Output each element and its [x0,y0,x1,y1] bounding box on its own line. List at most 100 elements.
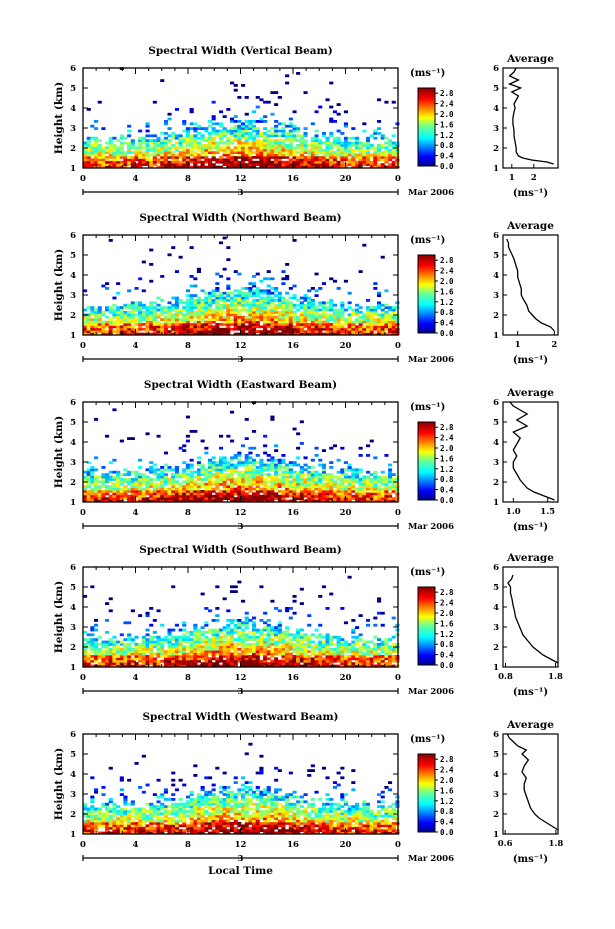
heatmap-cell [299,638,304,641]
heatmap-cell [237,148,242,152]
heatmap-cell [377,490,382,493]
colorbar-unit: (ms⁻¹) [410,68,445,79]
heatmap-cell [358,163,363,166]
heatmap-cell [281,473,286,476]
heatmap-cell [211,482,216,486]
heatmap-cell [101,466,106,469]
heatmap-cell [380,151,385,154]
heatmap-cell [303,311,308,314]
heatmap-cell [329,81,334,85]
heatmap-cell [347,332,352,336]
heatmap-cell [332,153,337,157]
heatmap-cell [255,132,260,135]
heatmap-cell [185,631,190,634]
heatmap-cell [116,664,121,668]
heatmap-cell [233,652,238,656]
heatmap-cell [105,619,110,622]
heatmap-cell [318,473,323,476]
heatmap-cell [196,499,201,503]
heatmap-cell [226,623,231,627]
heatmap-cell [160,141,165,145]
heatmap-cell [281,490,286,493]
heatmap-cell [321,585,326,589]
heatmap-cell [288,485,293,488]
heatmap-cell [355,492,360,496]
y-tick-label: 5 [70,84,76,94]
heatmap-cell [244,638,249,641]
heatmap-cell [86,139,91,142]
heatmap-cell [226,108,231,111]
heatmap-cell [303,635,308,639]
heatmap-cell [252,463,257,467]
heatmap-cell [373,151,378,154]
heatmap-cell [292,659,297,663]
heatmap-cell [97,160,102,164]
heatmap-cell [299,664,304,668]
heatmap-cell [83,144,88,147]
heatmap-cell [215,122,220,126]
heatmap-cell [259,308,264,312]
heatmap-cell [90,163,95,166]
heatmap-cell [230,492,235,496]
heatmap-cell [230,120,235,123]
heatmap-cell [259,494,264,498]
heatmap-cell [362,487,367,491]
heatmap-cell [274,645,279,649]
heatmap-cell [347,158,352,162]
heatmap-cell [127,158,132,162]
heatmap-cell [152,664,157,668]
heatmap-cell [358,485,363,488]
heatmap-cell [351,619,356,622]
heatmap-cell [97,475,102,479]
heatmap-cell [340,446,345,450]
heatmap-cell [138,485,143,488]
heatmap-cell [208,330,213,333]
heatmap-cell [266,657,271,661]
heatmap-cell [380,490,385,493]
heatmap-cell [116,482,121,486]
heatmap-cell [116,645,121,649]
heatmap-cell [351,631,356,634]
heatmap-cell [171,158,176,162]
heatmap-cell [270,664,275,668]
heatmap-cell [274,643,279,646]
heatmap-cell [178,643,183,646]
heatmap-cell [388,327,393,331]
heatmap-cell [127,621,132,625]
heatmap-cell [321,652,326,656]
heatmap-cell [384,487,389,491]
heatmap-cell [105,655,110,658]
heatmap-cell [141,659,146,663]
heatmap-cell [332,330,337,333]
heatmap-cell [307,318,312,321]
heatmap-cell [314,289,319,293]
heatmap-cell [266,315,271,319]
heatmap-cell [226,478,231,481]
heatmap-cell [171,628,176,632]
y-tick-label: 4 [70,271,76,281]
heatmap-cell [259,461,264,464]
heatmap-cell [182,494,187,498]
heatmap-cell [215,468,220,472]
heatmap-cell [351,165,356,169]
heatmap-cell [329,325,334,329]
heatmap-cell [226,332,231,336]
heatmap-cell [340,640,345,644]
heatmap-cell [215,485,220,488]
heatmap-cell [362,129,367,133]
heatmap-cell [230,585,235,589]
heatmap-cell [252,655,257,658]
heatmap-cell [292,427,297,431]
heatmap-cell [281,270,286,273]
heatmap-cell [171,643,176,646]
heatmap-cell [145,311,150,314]
heatmap-cell [174,311,179,314]
heatmap-cell [90,313,95,317]
heatmap-cell [277,163,282,166]
heatmap-cell [270,160,275,164]
heatmap-cell [160,473,165,476]
heatmap-cell [259,160,264,164]
heatmap-cell [83,643,88,646]
heatmap-cell [204,306,209,309]
heatmap-cell [329,475,334,479]
